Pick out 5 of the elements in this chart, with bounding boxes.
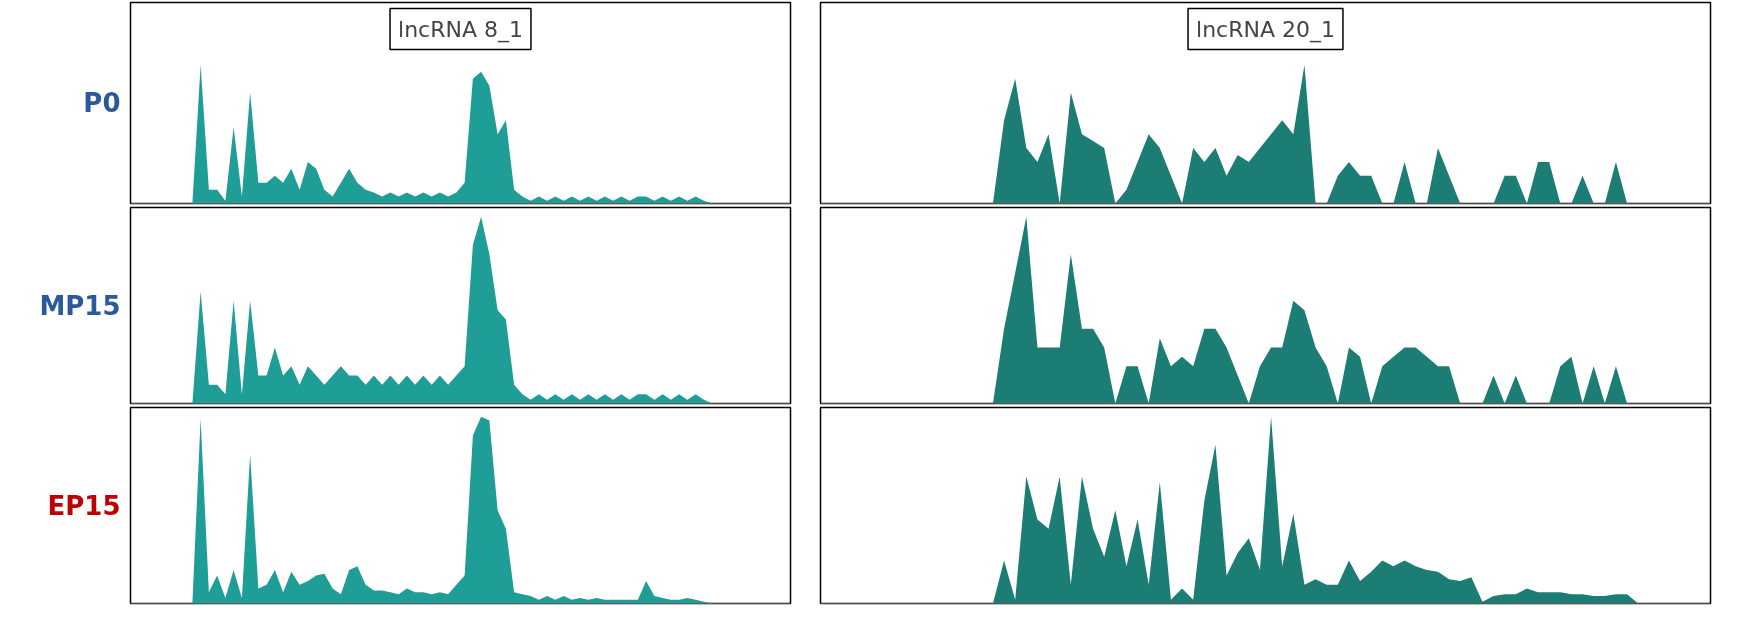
y-axis-title: P0 — [83, 88, 121, 118]
chart-title: lncRNA 20_1 — [1196, 16, 1335, 43]
y-axis-title: MP15 — [39, 290, 121, 321]
y-axis-title: EP15 — [47, 490, 121, 521]
chart-title: lncRNA 8_1 — [398, 16, 523, 43]
